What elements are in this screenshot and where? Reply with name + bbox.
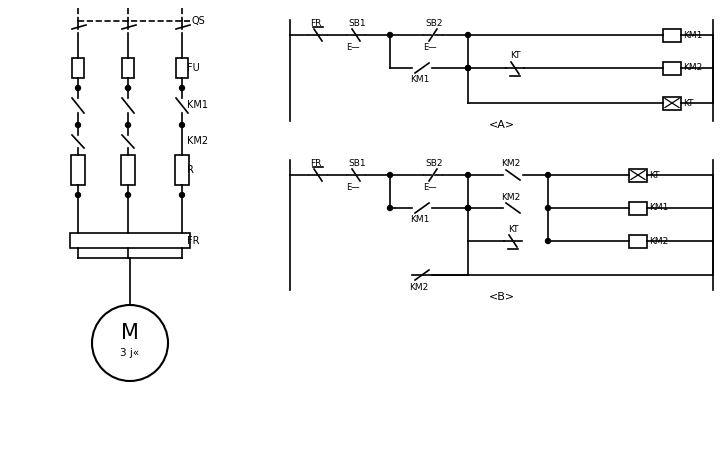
Circle shape bbox=[75, 193, 80, 198]
Text: KM1: KM1 bbox=[649, 203, 668, 212]
Circle shape bbox=[545, 173, 550, 178]
Circle shape bbox=[126, 193, 130, 198]
Text: KM2: KM2 bbox=[187, 136, 208, 146]
Circle shape bbox=[466, 173, 471, 178]
Text: SB2: SB2 bbox=[425, 19, 442, 29]
Text: KM1: KM1 bbox=[410, 216, 429, 225]
Bar bbox=[663, 29, 681, 42]
Circle shape bbox=[466, 66, 471, 71]
Text: QS: QS bbox=[192, 16, 206, 26]
Bar bbox=[663, 62, 681, 74]
Text: KM1: KM1 bbox=[683, 30, 702, 39]
Text: KT: KT bbox=[510, 52, 521, 61]
Text: KT: KT bbox=[683, 98, 693, 107]
Text: E—: E— bbox=[346, 183, 360, 192]
Text: SB1: SB1 bbox=[348, 19, 366, 29]
Text: SB2: SB2 bbox=[425, 159, 442, 169]
Circle shape bbox=[545, 206, 550, 211]
Circle shape bbox=[126, 122, 130, 127]
Text: KM2: KM2 bbox=[409, 284, 429, 293]
Text: KM2: KM2 bbox=[683, 63, 702, 72]
Text: FR: FR bbox=[187, 236, 200, 246]
Circle shape bbox=[388, 173, 393, 178]
Circle shape bbox=[466, 206, 471, 211]
Text: FR: FR bbox=[310, 159, 322, 169]
Circle shape bbox=[466, 66, 471, 71]
Text: KT: KT bbox=[649, 170, 659, 179]
Bar bbox=[71, 155, 85, 185]
Text: FU: FU bbox=[187, 63, 200, 73]
Text: KM1: KM1 bbox=[187, 101, 208, 111]
Text: E—: E— bbox=[346, 43, 360, 52]
Circle shape bbox=[545, 238, 550, 244]
Bar bbox=[176, 58, 188, 78]
Text: SB1: SB1 bbox=[348, 159, 366, 169]
Circle shape bbox=[388, 206, 393, 211]
Text: E—: E— bbox=[423, 183, 437, 192]
Bar bbox=[121, 155, 135, 185]
Text: KM2: KM2 bbox=[501, 159, 521, 168]
Text: M: M bbox=[121, 323, 139, 343]
Circle shape bbox=[126, 86, 130, 91]
Bar bbox=[629, 202, 647, 215]
Text: <B>: <B> bbox=[489, 292, 515, 302]
Circle shape bbox=[179, 193, 184, 198]
Circle shape bbox=[179, 122, 184, 127]
Circle shape bbox=[179, 86, 184, 91]
Text: <A>: <A> bbox=[489, 120, 515, 130]
Text: KT: KT bbox=[508, 225, 518, 233]
Bar bbox=[629, 169, 647, 182]
Circle shape bbox=[75, 86, 80, 91]
Text: 3 j«: 3 j« bbox=[121, 348, 140, 358]
Bar bbox=[70, 233, 190, 248]
Bar bbox=[122, 58, 134, 78]
Text: KM2: KM2 bbox=[649, 236, 668, 246]
Circle shape bbox=[466, 33, 471, 38]
Text: KM2: KM2 bbox=[501, 193, 521, 202]
Text: KM1: KM1 bbox=[410, 76, 429, 85]
Bar bbox=[663, 96, 681, 110]
Bar bbox=[629, 235, 647, 247]
Circle shape bbox=[75, 122, 80, 127]
Circle shape bbox=[388, 33, 393, 38]
Text: R: R bbox=[187, 165, 194, 175]
Circle shape bbox=[466, 206, 471, 211]
Text: FR: FR bbox=[310, 19, 322, 29]
Bar bbox=[72, 58, 84, 78]
Text: E—: E— bbox=[423, 43, 437, 52]
Bar bbox=[175, 155, 189, 185]
